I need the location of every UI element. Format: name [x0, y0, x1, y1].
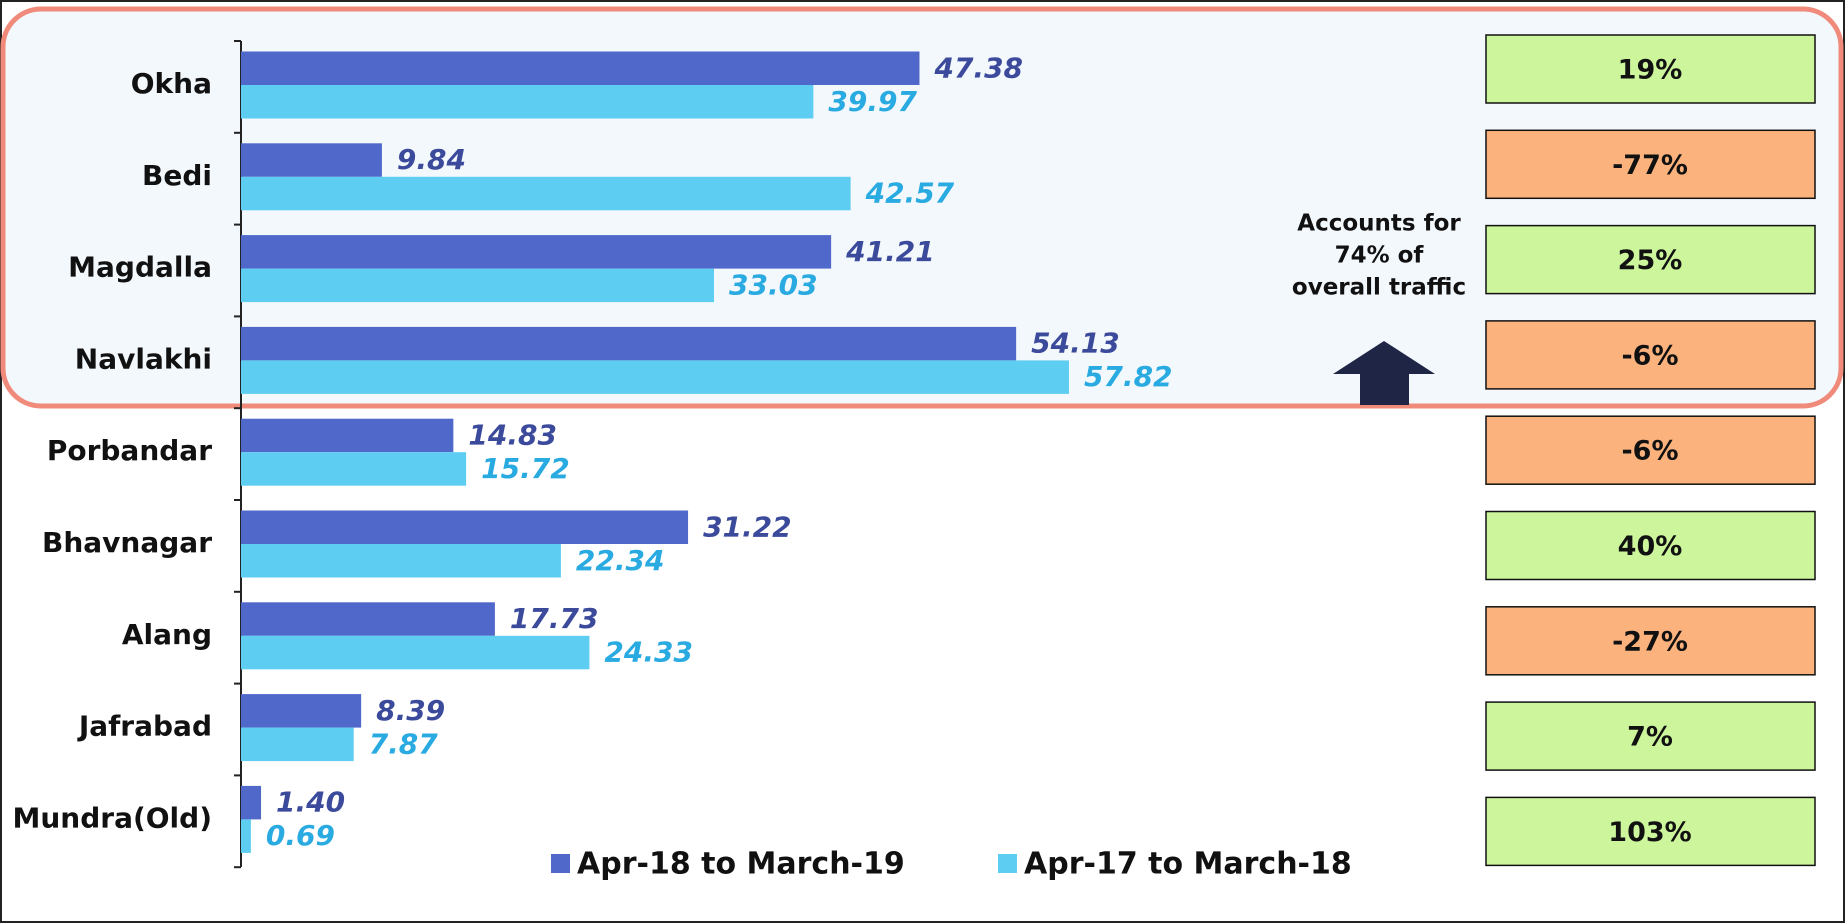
data-label: 14.83 — [468, 418, 557, 451]
growth-label: -27% — [1612, 626, 1688, 657]
category-label: Magdalla — [68, 251, 212, 284]
category-label: Porbandar — [47, 434, 212, 467]
bar — [241, 602, 495, 636]
growth-box — [1485, 796, 1816, 867]
growth-box — [1485, 606, 1816, 676]
data-label: 17.73 — [510, 602, 599, 635]
growth-label: -6% — [1621, 340, 1678, 371]
legend-swatch — [551, 854, 570, 873]
bar — [241, 785, 262, 820]
bar — [241, 510, 689, 544]
data-label: 31.22 — [703, 510, 792, 543]
legend-swatch — [998, 854, 1017, 873]
bar — [241, 452, 467, 486]
data-label: 47.38 — [933, 51, 1023, 84]
annotation: 74% of — [1335, 243, 1425, 269]
growth-label: 103% — [1608, 817, 1691, 848]
data-label: 54.13 — [1031, 327, 1120, 360]
legend-label: Apr-17 to March-18 — [1024, 847, 1352, 882]
bar — [241, 418, 454, 453]
data-label: 1.40 — [276, 786, 345, 819]
growth-label: 19% — [1618, 55, 1683, 86]
bar — [241, 360, 1069, 394]
growth-box — [1485, 701, 1816, 771]
data-label: 39.97 — [828, 85, 917, 118]
category-label: Mundra(Old) — [12, 801, 212, 834]
bar — [241, 727, 354, 762]
growth-box — [1485, 510, 1816, 581]
category-label: Alang — [122, 618, 212, 651]
data-label: 9.84 — [397, 143, 466, 176]
bar — [241, 268, 714, 303]
data-label: 0.69 — [266, 819, 335, 852]
growth-label: 7% — [1627, 722, 1673, 753]
category-label: Bedi — [142, 159, 212, 192]
growth-box — [1485, 129, 1816, 200]
data-label: 24.33 — [604, 636, 693, 669]
data-label: 15.72 — [481, 452, 570, 485]
bar — [241, 51, 920, 85]
data-label: 41.21 — [845, 235, 935, 268]
growth-box — [1485, 224, 1816, 295]
annotation: Accounts for — [1297, 211, 1461, 237]
growth-label: -6% — [1621, 436, 1678, 467]
growth-label: -77% — [1612, 150, 1688, 181]
bar — [241, 635, 590, 670]
category-label: Bhavnagar — [42, 526, 212, 559]
growth-label: 40% — [1618, 531, 1683, 562]
data-label: 57.82 — [1084, 360, 1173, 393]
category-label: Navlakhi — [75, 342, 212, 375]
bar — [241, 326, 1017, 361]
growth-label: 25% — [1618, 245, 1683, 276]
data-label: 42.57 — [865, 177, 955, 210]
category-label: Okha — [131, 67, 212, 100]
bar — [241, 143, 382, 177]
category-label: Jafrabad — [77, 710, 212, 743]
bar — [241, 85, 814, 119]
growth-box — [1485, 415, 1816, 485]
annotation: overall traffic — [1292, 275, 1466, 301]
data-label: 22.34 — [576, 544, 665, 577]
bar — [241, 819, 251, 853]
bar — [241, 694, 362, 728]
growth-box — [1485, 34, 1816, 104]
bar — [241, 235, 832, 269]
growth-box — [1485, 320, 1816, 390]
bar — [241, 176, 851, 211]
legend-label: Apr-18 to March-19 — [577, 847, 905, 882]
data-label: 7.87 — [369, 727, 439, 760]
arrow — [1333, 341, 1435, 405]
data-label: 33.03 — [729, 268, 818, 301]
data-label: 8.39 — [376, 694, 445, 727]
bar — [241, 544, 561, 578]
